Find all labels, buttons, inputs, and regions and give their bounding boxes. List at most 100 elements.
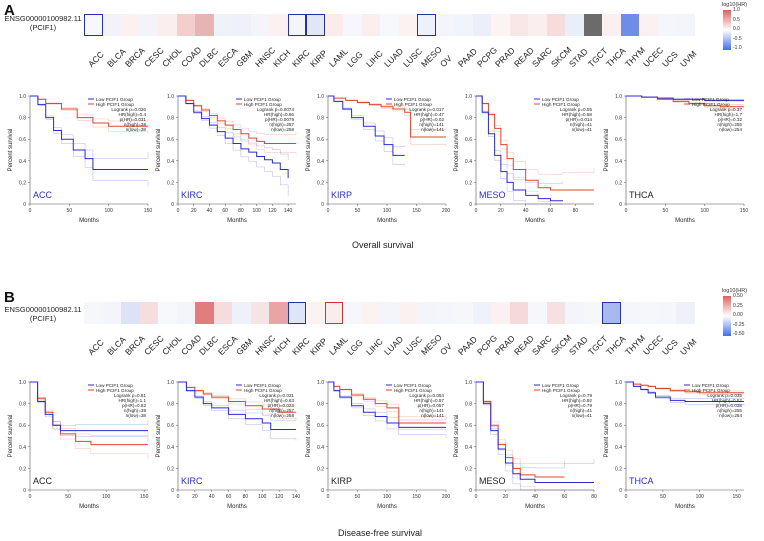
- heatmap-label-brca: BRCA: [123, 333, 147, 358]
- x-tick-label: 40: [209, 494, 215, 500]
- y-tick-label: 0: [469, 488, 472, 494]
- y-tick-label: 0.6: [615, 423, 622, 429]
- x-tick-label: 200: [442, 494, 451, 500]
- x-tick-label: 40: [532, 494, 538, 500]
- km-cancer-title: KIRC: [181, 476, 203, 486]
- y-axis-label: Percent survival: [604, 415, 610, 458]
- y-tick-label: 0.6: [19, 137, 26, 143]
- y-tick-label: 0.2: [615, 466, 622, 472]
- legend-low-label: Low PCIF1 Group: [394, 97, 431, 102]
- heatmap-cell-ucs: [657, 302, 676, 324]
- heatmap-cell-lusc: [398, 302, 417, 324]
- y-tick-label: 0.2: [465, 180, 472, 186]
- x-tick-label: 50: [65, 494, 71, 500]
- heatmap-cell-thca: [602, 302, 621, 324]
- heatmap-cell-thym: [620, 14, 639, 36]
- km-stat: n(high)=41: [570, 122, 593, 127]
- legend-low-label: Low PCIF1 Group: [394, 383, 431, 388]
- y-tick-label: 0.4: [167, 445, 174, 451]
- x-tick-label: 50: [660, 494, 666, 500]
- y-tick-label: 0.8: [19, 116, 26, 122]
- x-tick-label: 100: [696, 494, 705, 500]
- km-plot-kirp: 0 0.2 0.4 0.6 0.8 1.0 0 50 100 150 200 Months Percen…: [306, 94, 450, 224]
- x-tick-label: 20: [498, 208, 504, 214]
- x-tick-label: 100: [104, 208, 113, 214]
- heatmap-label-meso: MESO: [419, 332, 444, 358]
- heatmap-cell-skcm: [546, 14, 565, 36]
- heatmap-cell-read: [509, 14, 528, 36]
- x-tick-label: 50: [355, 494, 361, 500]
- heatmap-cell-kirc: [287, 14, 306, 36]
- km-stat: Logrank p=0.81: [114, 393, 147, 398]
- y-tick-label: 1.0: [167, 380, 174, 386]
- heatmap-cell-dlbc: [195, 302, 214, 324]
- heatmap-cell-ov: [435, 302, 454, 324]
- heatmap-label-cesc: CESC: [141, 45, 166, 70]
- legend-tick: -1.0: [733, 45, 742, 51]
- y-tick-label: 0.8: [465, 116, 472, 122]
- y-tick-label: 0.4: [19, 159, 26, 165]
- legend-low-label: Low PCIF1 Group: [96, 97, 133, 102]
- x-tick-label: 0: [177, 208, 180, 214]
- km-cancer-title: KIRP: [331, 476, 352, 486]
- low-group-curve: [30, 381, 148, 432]
- km-stat: Logrank p=0.017: [409, 107, 444, 112]
- y-tick-label: 1.0: [615, 380, 622, 386]
- y-tick-label: 0.6: [317, 137, 324, 143]
- heatmap-label-hnsc: HNSC: [252, 44, 277, 70]
- heatmap-cell-cesc: [139, 14, 158, 36]
- y-axis-label: Percent survival: [156, 129, 162, 172]
- km-stat: Logrank p=0.37: [710, 107, 743, 112]
- low-group-curve: [476, 95, 563, 202]
- heatmap-cell-lihc: [361, 14, 380, 36]
- panel-a-letter: A: [4, 2, 15, 19]
- x-tick-label: 150: [140, 494, 149, 500]
- heatmap-label-thca: THCA: [604, 333, 628, 358]
- km-stat: HR(high)=1.7: [715, 112, 743, 117]
- x-axis-label: Months: [79, 504, 99, 510]
- y-tick-label: 0.8: [167, 402, 174, 408]
- heatmap-label-kirp: KIRP: [308, 47, 330, 70]
- km-stat: n(high)=38: [124, 122, 147, 127]
- y-tick-label: 0.6: [615, 137, 622, 143]
- km-plot-kirc: 0 0.2 0.4 0.6 0.8 1.0 0 20 40 60 80 100 120 140 Months…: [156, 94, 297, 224]
- heatmap-cell-laml: [324, 302, 343, 324]
- km-stat: n(low)=258: [271, 413, 294, 418]
- x-tick-label: 100: [700, 208, 709, 214]
- x-tick-label: 40: [523, 208, 529, 214]
- y-tick-label: 0.6: [465, 137, 472, 143]
- heatmap-cell-hnsc: [250, 14, 269, 36]
- x-tick-label: 0: [625, 494, 628, 500]
- km-stat: p(HR)=0.02: [420, 117, 444, 122]
- heatmap-label-meso: MESO: [419, 44, 444, 70]
- heatmap-cell-lgg: [343, 302, 362, 324]
- km-stat: n(high)=41: [570, 408, 593, 413]
- y-tick-label: 0.8: [317, 116, 324, 122]
- x-axis-label: Months: [525, 504, 545, 510]
- heatmap-label-acc: ACC: [86, 337, 106, 358]
- x-tick-label: 20: [192, 494, 198, 500]
- km-plot-thca: 0 0.2 0.4 0.6 0.8 1.0 0 50 100 150 Months Percent s…: [604, 94, 749, 224]
- low-group-curve: [476, 381, 594, 483]
- km-stat: n(high)=255: [717, 408, 742, 413]
- km-stat: Logrank p=0.035: [707, 393, 742, 398]
- low-group-ci: [30, 95, 149, 187]
- km-stat: HR(high)=0.58: [562, 112, 592, 117]
- x-tick-label: 0: [327, 494, 330, 500]
- legend-low-label: Low PCIF1 Group: [244, 383, 281, 388]
- panel-a-section-title: Overall survival: [352, 240, 414, 250]
- x-tick-label: 150: [740, 208, 749, 214]
- heatmap-cell-brca: [121, 14, 140, 36]
- heatmap-cell-luad: [380, 302, 399, 324]
- legend-low-label: Low PCIF1 Group: [542, 97, 579, 102]
- heatmap-label-tgct: TGCT: [585, 45, 609, 70]
- heatmap-cell-thym: [620, 302, 639, 324]
- y-tick-label: 0: [619, 202, 622, 208]
- heatmap-cell-tgct: [583, 302, 602, 324]
- x-axis-label: Months: [377, 504, 397, 510]
- high-group-curve: [476, 95, 594, 191]
- x-tick-label: 100: [252, 208, 261, 214]
- high-group-curve: [328, 381, 446, 424]
- heatmap-cell-laml: [324, 14, 343, 36]
- x-tick-label: 100: [258, 494, 267, 500]
